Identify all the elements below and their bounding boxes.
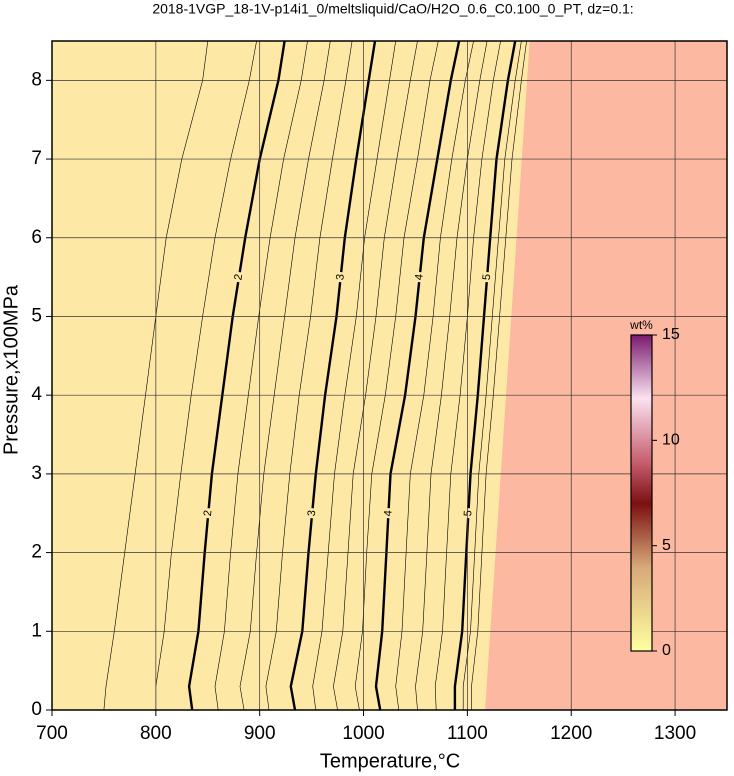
y-axis-label: Pressure,x100MPa (0, 284, 22, 455)
y-tick-label: 0 (31, 699, 42, 720)
x-tick-label: 900 (244, 723, 276, 744)
x-tick-label: 1100 (447, 723, 488, 744)
contour-label: 2 (232, 273, 245, 281)
y-tick-label: 2 (31, 542, 42, 563)
high-region-fill (485, 41, 727, 710)
chart-title: 2018-1VGP_18-1V-p14i1_0/meltsliquid/CaO/… (152, 1, 633, 17)
colorbar-tick-label: 0 (662, 642, 671, 659)
x-tick-label: 800 (140, 723, 172, 744)
x-tick-label: 1000 (342, 723, 384, 744)
contour-label: 4 (382, 510, 394, 517)
y-tick-label: 3 (31, 463, 42, 484)
y-tick-label: 4 (31, 384, 42, 405)
contour-label-bg (305, 507, 319, 519)
y-tick-label: 6 (31, 227, 42, 248)
contour-label-bg (232, 271, 246, 283)
contour-label-bg (334, 271, 348, 283)
contour-label-bg (413, 271, 427, 283)
contour-label: 5 (462, 510, 474, 517)
colorbar-tick-label: 5 (662, 537, 671, 554)
contour-label: 3 (306, 510, 319, 517)
x-tick-label: 700 (36, 723, 68, 744)
plot-area: 2 2 3 3 4 4 5 5 (52, 41, 727, 710)
contour-label: 4 (413, 273, 426, 280)
contour-label-bg (480, 271, 494, 283)
contour-label-bg (462, 507, 475, 519)
colorbar-tick-label: 15 (662, 326, 680, 343)
contour-label: 3 (334, 273, 347, 280)
colorbar-tick-label: 10 (662, 432, 680, 449)
colorbar-label: wt% (629, 318, 653, 332)
x-tick-label: 1300 (654, 723, 696, 744)
y-tick-label: 7 (31, 148, 42, 169)
contour-label: 2 (202, 510, 215, 517)
y-tick-label: 8 (31, 69, 42, 90)
contour-label: 5 (481, 274, 493, 281)
x-tick-label: 1200 (550, 723, 592, 744)
x-axis-label: Temperature,°C (320, 750, 460, 772)
plot-frame (51, 40, 728, 711)
colorbar (630, 334, 653, 652)
contour-label-bg (201, 507, 215, 519)
contour-label-bg (382, 507, 395, 519)
y-tick-label: 5 (31, 305, 42, 326)
y-tick-label: 1 (31, 620, 42, 641)
